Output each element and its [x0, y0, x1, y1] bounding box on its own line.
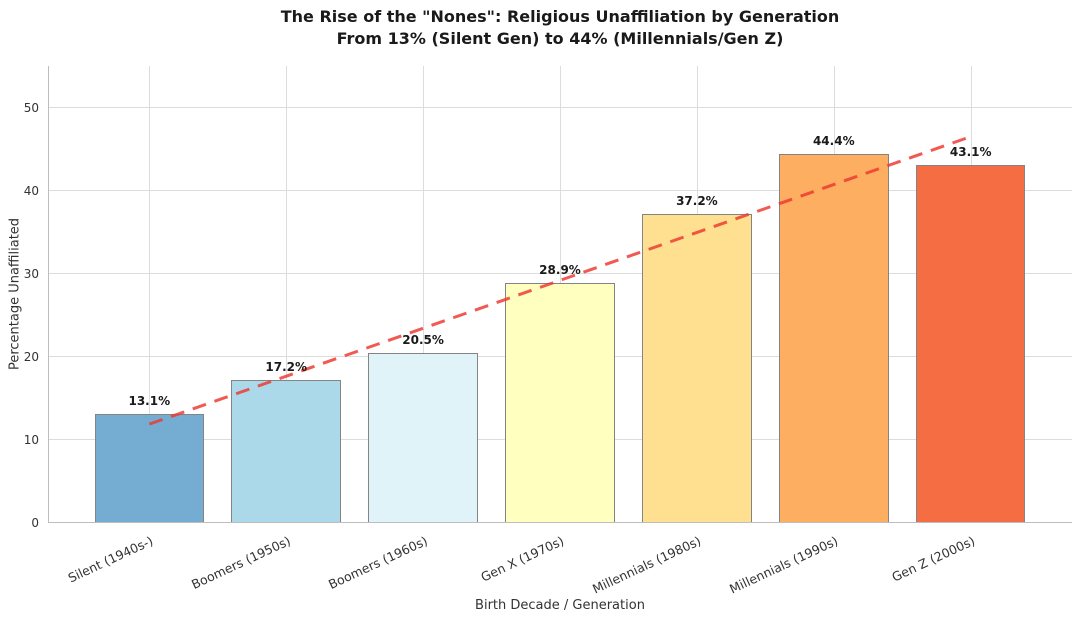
y-tick-label: 40	[23, 183, 39, 198]
y-tick-label: 50	[23, 100, 39, 115]
chart-title-line1: The Rise of the "Nones": Religious Unaff…	[280, 7, 840, 26]
y-axis-title: Percentage Unaffiliated	[7, 217, 23, 371]
bar-value-label: 44.4%	[812, 134, 855, 149]
bar-value-label: 43.1%	[949, 144, 992, 159]
x-tick-label: Boomers (1950s)	[188, 533, 293, 593]
y-tick-label: 20	[23, 349, 39, 364]
bar	[368, 352, 478, 523]
bar	[779, 154, 889, 523]
bar	[642, 213, 752, 523]
x-axis-title: Birth Decade / Generation	[475, 598, 645, 613]
x-tick-label: Boomers (1960s)	[325, 533, 430, 593]
bar-value-label: 20.5%	[402, 332, 444, 347]
bar	[505, 282, 615, 523]
chart-title-line2: From 13% (Silent Gen) to 44% (Millennial…	[336, 29, 784, 48]
x-tick-label: Millennials (1990s)	[726, 533, 841, 597]
bar-value-label: 37.2%	[676, 193, 718, 208]
bar-value-label: 13.1%	[128, 394, 171, 409]
bar-value-label: 17.2%	[265, 360, 308, 375]
x-tick-label: Gen Z (2000s)	[889, 533, 978, 585]
value-labels-layer: 13.1% 17.2% 20.5% 28.9% 37.2% 44.4% 43.1%	[48, 66, 1072, 523]
y-tick-labels: 0 10 20 30 40 50	[24, 66, 1072, 530]
x-axis-spine	[48, 522, 1072, 523]
bar-value-label: 28.9%	[539, 262, 581, 277]
x-tick-labels: Silent (1940s-) Boomers (1950s) Boomers (1…	[48, 66, 1072, 596]
x-tick-label: Silent (1940s-)	[65, 533, 156, 586]
plot-area: 13.1% 17.2% 20.5% 28.9% 37.2% 44.4% 43.1% 0 10 2…	[24, 66, 1072, 596]
y-tick-label: 0	[31, 516, 39, 530]
v-gridline	[149, 66, 151, 523]
v-gridline	[423, 66, 425, 523]
bar	[94, 414, 205, 523]
y-tick-label: 30	[23, 266, 39, 281]
v-gridline	[286, 66, 288, 523]
y-axis-spine	[48, 66, 49, 523]
chart-title: The Rise of the "Nones": Religious Unaff…	[48, 6, 1072, 50]
y-tick-label: 10	[23, 432, 39, 447]
trend-line	[148, 135, 972, 426]
x-tick-label: Millennials (1980s)	[590, 533, 704, 597]
bar	[915, 164, 1026, 523]
bars-layer	[48, 66, 1072, 523]
x-tick-label: Gen X (1970s)	[478, 533, 567, 585]
trendline-svg	[148, 135, 972, 426]
